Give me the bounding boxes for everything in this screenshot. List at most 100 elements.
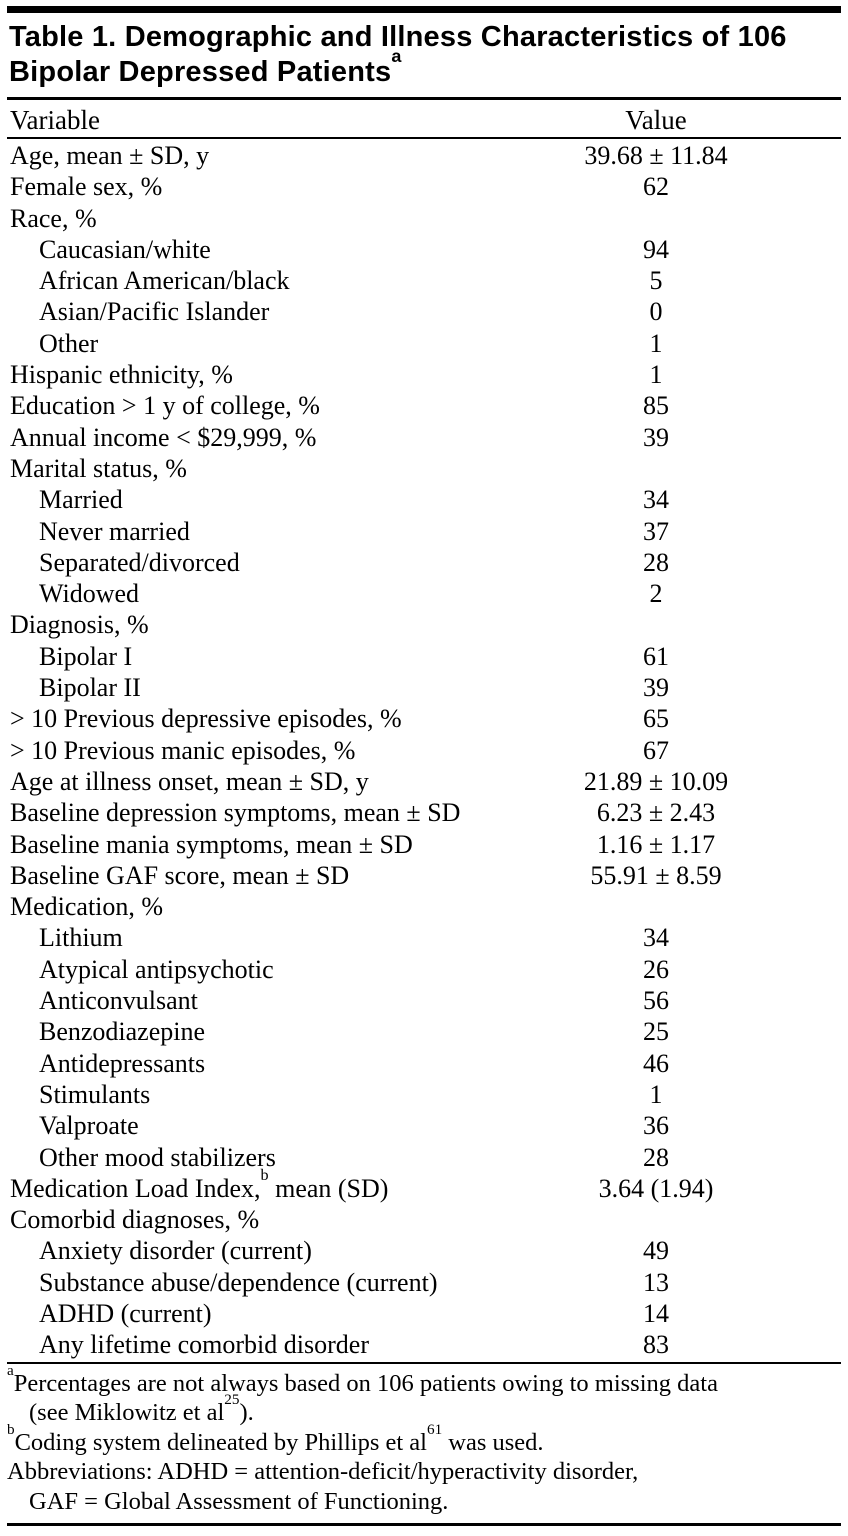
superscript: a bbox=[7, 1361, 14, 1379]
row-value: 61 bbox=[643, 641, 669, 671]
row-label: Annual income < $29,999, % bbox=[10, 422, 317, 452]
table-row: Baseline GAF score, mean ± SD 55.91 ± 8.5… bbox=[7, 860, 841, 891]
column-header-row: Variable Value bbox=[7, 100, 841, 137]
row-value: 5 bbox=[649, 266, 663, 296]
header-divider-rule bbox=[7, 137, 841, 139]
table-row: Valproate 36 bbox=[7, 1110, 841, 1141]
row-value: 1 bbox=[649, 1079, 663, 1109]
row-label: Medication Load Index,b mean (SD) bbox=[10, 1166, 389, 1203]
row-label: Anxiety disorder (current) bbox=[39, 1236, 312, 1266]
row-value: 28 bbox=[643, 547, 669, 577]
row-label: Never married bbox=[39, 516, 190, 546]
table-row: Bipolar I 61 bbox=[7, 641, 841, 672]
row-label: Medication, % bbox=[10, 892, 164, 922]
table-body: Age, mean ± SD, y 39.68 ± 11.84 Female sex… bbox=[7, 139, 841, 1362]
table-row: ADHD (current) 14 bbox=[7, 1298, 841, 1329]
table-row: Anxiety disorder (current) 49 bbox=[7, 1235, 841, 1266]
row-value: 65 bbox=[643, 704, 669, 734]
table-row: > 10 Previous depressive episodes, % 65 bbox=[7, 703, 841, 734]
footnotes: aPercentages are not always based on 106… bbox=[7, 1361, 841, 1523]
row-value: 36 bbox=[643, 1111, 669, 1141]
row-value: 55.91 ± 8.59 bbox=[590, 860, 722, 890]
row-value: 1 bbox=[649, 328, 663, 358]
table-row: Substance abuse/dependence (current) 13 bbox=[7, 1267, 841, 1298]
row-value: 26 bbox=[643, 954, 669, 984]
footnote-divider-rule bbox=[7, 1361, 841, 1364]
footnote: aPercentages are not always based on 106… bbox=[7, 1361, 718, 1427]
row-value: 1 bbox=[649, 360, 663, 390]
table-row: Education > 1 y of college, % 85 bbox=[7, 390, 841, 421]
row-label: Antidepressants bbox=[39, 1048, 206, 1078]
row-value: 3.64 (1.94) bbox=[598, 1173, 714, 1203]
superscript: 25 bbox=[224, 1391, 240, 1409]
row-label: Lithium bbox=[39, 923, 123, 953]
row-value: 39 bbox=[643, 673, 669, 703]
table-row: > 10 Previous manic episodes, % 67 bbox=[7, 735, 841, 766]
row-label: Other bbox=[39, 328, 99, 358]
table-row: Race, % bbox=[7, 203, 841, 234]
row-label: Diagnosis, % bbox=[10, 610, 149, 640]
footnote: Abbreviations: ADHD = attention-deficit/… bbox=[7, 1458, 639, 1515]
row-value: 37 bbox=[643, 516, 669, 546]
table-row: Age, mean ± SD, y 39.68 ± 11.84 bbox=[7, 140, 841, 171]
row-value: 0 bbox=[649, 297, 663, 327]
row-label: Atypical antipsychotic bbox=[39, 954, 274, 984]
row-label: Bipolar II bbox=[39, 673, 141, 703]
superscript: 61 bbox=[426, 1420, 443, 1438]
table-row: Any lifetime comorbid disorder 83 bbox=[7, 1329, 841, 1360]
row-value: 1.16 ± 1.17 bbox=[596, 829, 716, 859]
column-header-variable: Variable bbox=[10, 105, 100, 135]
table-row: Stimulants 1 bbox=[7, 1079, 841, 1110]
table-row: Bipolar II 39 bbox=[7, 672, 841, 703]
table-row: Female sex, % 62 bbox=[7, 171, 841, 202]
table-row: Antidepressants 46 bbox=[7, 1048, 841, 1079]
row-label: African American/black bbox=[39, 266, 290, 296]
table-row: Never married 37 bbox=[7, 516, 841, 547]
row-value: 28 bbox=[643, 1142, 669, 1172]
table-row: Diagnosis, % bbox=[7, 609, 841, 640]
row-label: Any lifetime comorbid disorder bbox=[39, 1330, 369, 1360]
row-label: Baseline mania symptoms, mean ± SD bbox=[10, 829, 413, 859]
superscript: b bbox=[7, 1420, 15, 1438]
row-label: ADHD (current) bbox=[39, 1298, 212, 1328]
row-label: Age at illness onset, mean ± SD, y bbox=[10, 766, 369, 796]
table-row: Baseline mania symptoms, mean ± SD 1.16 ±… bbox=[7, 829, 841, 860]
row-value: 39 bbox=[643, 422, 669, 452]
row-label: Substance abuse/dependence (current) bbox=[39, 1267, 438, 1297]
row-value: 34 bbox=[643, 485, 669, 515]
row-value: 94 bbox=[643, 234, 669, 264]
bottom-rule bbox=[7, 1522, 841, 1526]
table-row: Separated/divorced 28 bbox=[7, 547, 841, 578]
row-label: Education > 1 y of college, % bbox=[10, 391, 320, 421]
table-row: Anticonvulsant 56 bbox=[7, 985, 841, 1016]
row-value: 83 bbox=[643, 1330, 669, 1360]
row-label: Female sex, % bbox=[10, 172, 163, 202]
row-label: Asian/Pacific Islander bbox=[39, 297, 270, 327]
row-label: Age, mean ± SD, y bbox=[10, 141, 210, 170]
table-title-superscript: a bbox=[391, 46, 402, 67]
top-rule bbox=[7, 6, 841, 13]
table-row: Married 34 bbox=[7, 484, 841, 515]
table-row: Lithium 34 bbox=[7, 922, 841, 953]
row-label: Comorbid diagnoses, % bbox=[10, 1205, 260, 1235]
table-row: Medication, % bbox=[7, 891, 841, 922]
row-label: Bipolar I bbox=[39, 641, 133, 671]
table-row: Marital status, % bbox=[7, 453, 841, 484]
table-row: Other mood stabilizers 28 bbox=[7, 1142, 841, 1173]
row-value: 6.23 ± 2.43 bbox=[596, 798, 716, 828]
table-row: Other 1 bbox=[7, 328, 841, 359]
table-row: Comorbid diagnoses, % bbox=[7, 1204, 841, 1235]
table-row: African American/black 5 bbox=[7, 265, 841, 296]
row-label: > 10 Previous depressive episodes, % bbox=[10, 704, 402, 734]
row-label: Valproate bbox=[39, 1111, 139, 1141]
row-label: Stimulants bbox=[39, 1079, 151, 1109]
table-row: Medication Load Index,b mean (SD) 3.64 (1… bbox=[7, 1166, 841, 1204]
table-row: Widowed 2 bbox=[7, 578, 841, 609]
table-row: Hispanic ethnicity, % 1 bbox=[7, 359, 841, 390]
row-value: 67 bbox=[643, 735, 669, 765]
row-label: > 10 Previous manic episodes, % bbox=[10, 735, 356, 765]
row-value: 34 bbox=[643, 923, 669, 953]
row-label: Caucasian/white bbox=[39, 234, 211, 264]
row-label: Married bbox=[39, 485, 123, 515]
row-label: Baseline GAF score, mean ± SD bbox=[10, 860, 350, 890]
